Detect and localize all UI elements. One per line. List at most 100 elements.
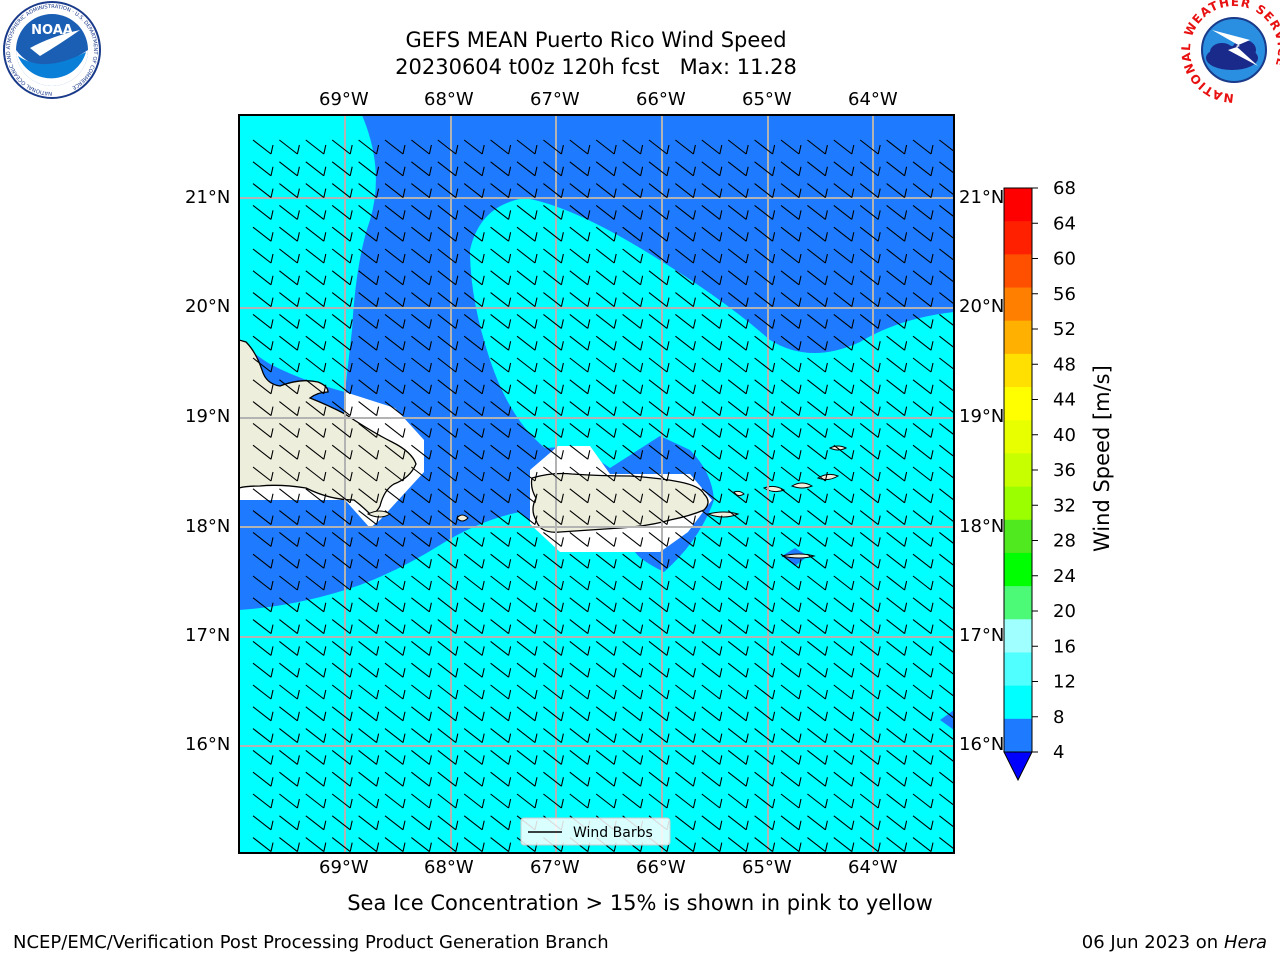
footer-date-value: 06 Jun 2023 — [1081, 932, 1191, 953]
wind-barb — [833, 139, 855, 155]
wind-barb — [384, 226, 406, 242]
wind-barb — [648, 619, 670, 635]
wind-barb — [912, 662, 934, 678]
wind-barb — [279, 466, 300, 482]
wind-barb — [358, 597, 380, 613]
wind-barb — [437, 749, 459, 765]
wind-barb — [490, 728, 512, 744]
wind-barb — [252, 510, 274, 526]
wind-barb — [463, 335, 485, 351]
wind-barb — [701, 640, 723, 656]
wind-barb — [569, 771, 591, 787]
wind-barb — [411, 161, 432, 177]
wind-barb — [516, 684, 538, 700]
wind-barb — [595, 270, 617, 286]
wind-barb — [384, 597, 406, 613]
wind-barb — [833, 379, 855, 395]
wind-barb — [543, 749, 564, 765]
wind-barb — [595, 139, 617, 155]
wind-barb — [622, 422, 644, 438]
wind-barb — [701, 183, 723, 199]
wind-barb — [384, 139, 406, 155]
wind-barb — [727, 248, 749, 264]
wind-barb — [463, 204, 485, 220]
wind-barb — [543, 662, 564, 678]
wind-barb — [490, 684, 512, 700]
virgin-islands — [733, 445, 848, 559]
wind-barb — [754, 662, 776, 678]
wind-barb — [463, 401, 485, 417]
wind-barb — [384, 815, 406, 831]
wind-barb — [569, 313, 591, 329]
wind-barb — [780, 226, 802, 242]
wind-barb — [780, 248, 802, 264]
wind-barb — [305, 815, 327, 831]
wind-barb — [358, 292, 380, 308]
wind-barb — [807, 161, 828, 177]
wind-barb — [754, 204, 776, 220]
wind-barb — [331, 728, 353, 744]
wind-barb — [543, 597, 564, 613]
wind-barb — [437, 444, 459, 460]
wind-barb — [490, 357, 512, 373]
wind-barb — [859, 401, 881, 417]
wind-barb — [648, 444, 670, 460]
wind-barb — [807, 597, 828, 613]
wind-barb — [543, 488, 564, 504]
wind-barb — [622, 161, 644, 177]
wind-barb — [490, 444, 512, 460]
wind-barb — [648, 204, 670, 220]
wind-barb — [675, 183, 696, 199]
wind-barb — [279, 597, 300, 613]
wind-barb — [622, 597, 644, 613]
wind-barb — [516, 662, 538, 678]
wind-barb — [411, 531, 432, 547]
wind-barb — [648, 422, 670, 438]
wind-barb — [675, 531, 696, 547]
wind-barb — [463, 510, 485, 526]
wind-barb — [833, 706, 855, 722]
wind-barb — [331, 161, 353, 177]
wind-barb — [886, 270, 908, 286]
wind-barb — [411, 204, 432, 220]
wind-barb — [252, 292, 274, 308]
wind-barb — [648, 553, 670, 569]
wind-speed-map — [239, 115, 954, 853]
wind-barb — [358, 379, 380, 395]
wind-barb — [331, 422, 353, 438]
wind-barb — [727, 292, 749, 308]
wind-barb — [912, 139, 934, 155]
wind-barb — [305, 706, 327, 722]
wind-barb — [411, 488, 432, 504]
wind-barb — [331, 379, 353, 395]
wind-barb — [701, 728, 723, 744]
wind-barb — [939, 575, 954, 589]
wind-barb — [463, 379, 485, 395]
wind-barb — [305, 837, 327, 853]
wind-barb — [807, 292, 828, 308]
wind-barb — [622, 488, 644, 504]
wind-barb — [648, 139, 670, 155]
wind-barb — [807, 575, 828, 591]
wind-barb — [569, 248, 591, 264]
wind-barb — [411, 575, 432, 591]
wind-barb — [463, 357, 485, 373]
wind-barb — [912, 161, 934, 177]
wind-barb — [807, 749, 828, 765]
wind-barb — [648, 183, 670, 199]
wind-barb — [516, 749, 538, 765]
wind-barb — [543, 793, 564, 809]
wind-barb — [463, 837, 485, 853]
wind-barb — [569, 488, 591, 504]
wind-barb — [490, 226, 512, 242]
wind-barb — [516, 161, 538, 177]
wind-barb — [569, 270, 591, 286]
wind-barb — [648, 401, 670, 417]
wind-barb — [833, 619, 855, 635]
wind-barb — [543, 204, 564, 220]
wind-barb — [358, 335, 380, 351]
wind-barb — [516, 597, 538, 613]
wind-barb — [833, 248, 855, 264]
wind-barb — [807, 422, 828, 438]
wind-barb — [939, 204, 954, 218]
